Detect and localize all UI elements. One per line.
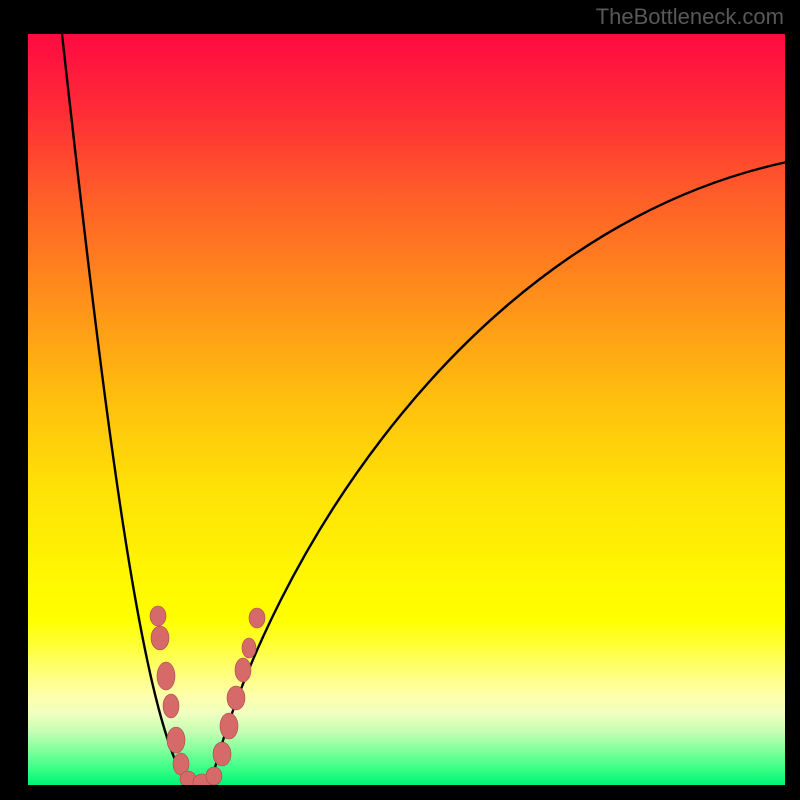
watermark-text: TheBottleneck.com xyxy=(596,4,784,30)
data-marker xyxy=(235,658,251,682)
data-marker xyxy=(151,626,169,650)
data-marker xyxy=(157,662,175,690)
bottleneck-chart: TheBottleneck.com xyxy=(0,0,800,800)
data-marker xyxy=(167,727,185,753)
data-marker xyxy=(242,638,256,658)
frame-border-bottom xyxy=(0,785,800,800)
frame-border-left xyxy=(0,0,28,800)
frame-border-right xyxy=(785,0,800,800)
data-marker xyxy=(213,742,231,766)
data-markers-layer xyxy=(0,0,800,800)
data-marker xyxy=(227,686,245,710)
data-marker xyxy=(220,713,238,739)
data-marker xyxy=(249,608,265,628)
data-marker xyxy=(163,694,179,718)
data-marker xyxy=(206,767,222,785)
data-marker xyxy=(150,606,166,626)
